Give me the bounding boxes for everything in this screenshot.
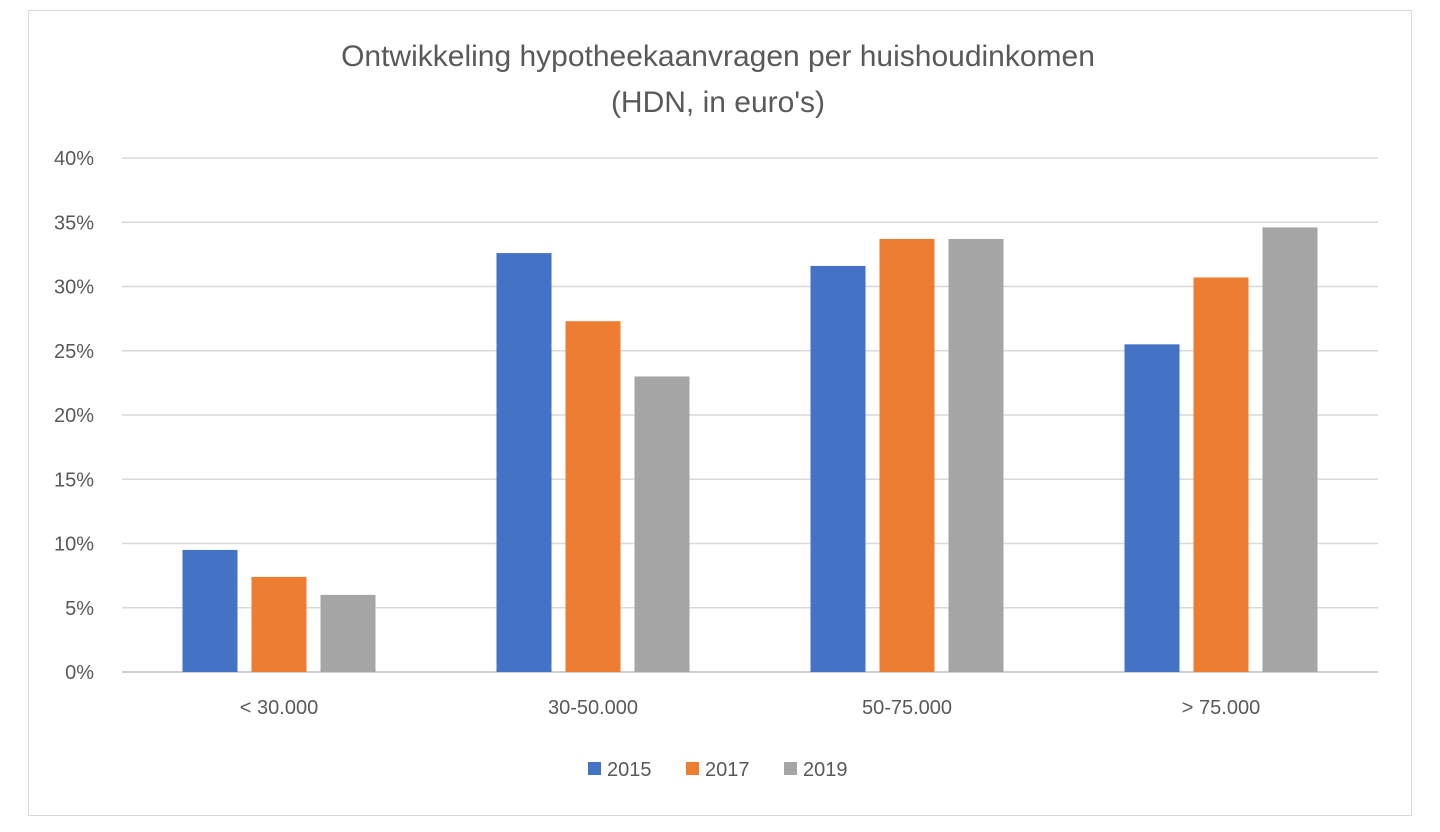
x-category-label: 30-50.000 [548, 697, 638, 719]
bar-2015-0 [182, 549, 238, 672]
x-category-label: 50-75.000 [862, 697, 952, 719]
bar-2015-3 [1124, 344, 1180, 672]
legend: 2015 2017 2019 [588, 759, 848, 781]
bar-2015-2 [810, 265, 866, 672]
chart-title: Ontwikkeling hypotheekaanvragen per huis… [341, 40, 1095, 119]
bar-2017-2 [879, 238, 935, 672]
bar-2015-1 [496, 253, 552, 672]
y-tick-label: 15% [54, 469, 94, 491]
legend-label: 2015 [607, 759, 652, 781]
bars [182, 227, 1318, 672]
y-tick-label: 0% [65, 662, 94, 684]
bar-2017-0 [251, 576, 307, 672]
legend-swatch-2017 [686, 762, 699, 775]
chart-title-line1: Ontwikkeling hypotheekaanvragen per huis… [341, 40, 1095, 73]
y-tick-label: 25% [54, 341, 94, 363]
bar-2017-1 [565, 321, 621, 672]
x-axis-categories: < 30.000 30-50.000 50-75.000 > 75.000 [240, 697, 1260, 719]
chart-subtitle: (HDN, in euro's) [611, 86, 825, 119]
bar-2019-0 [320, 594, 376, 672]
y-axis-ticks: 0% 5% 10% 15% 20% 25% 30% 35% 40% [54, 148, 94, 684]
bar-2017-3 [1193, 277, 1249, 672]
bar-2019-1 [634, 376, 690, 672]
legend-label: 2017 [705, 759, 750, 781]
y-tick-label: 35% [54, 212, 94, 234]
legend-label: 2019 [803, 759, 848, 781]
legend-swatch-2019 [784, 762, 797, 775]
bar-2019-3 [1262, 227, 1318, 672]
y-tick-label: 20% [54, 405, 94, 427]
y-tick-label: 30% [54, 277, 94, 299]
x-category-label: > 75.000 [1182, 697, 1260, 719]
bar-2019-2 [948, 238, 1004, 672]
gridlines [122, 157, 1378, 673]
y-tick-label: 5% [65, 598, 94, 620]
x-category-label: < 30.000 [240, 697, 318, 719]
y-tick-label: 10% [54, 534, 94, 556]
legend-swatch-2015 [588, 762, 601, 775]
chart-frame [28, 10, 1412, 816]
y-tick-label: 40% [54, 148, 94, 170]
